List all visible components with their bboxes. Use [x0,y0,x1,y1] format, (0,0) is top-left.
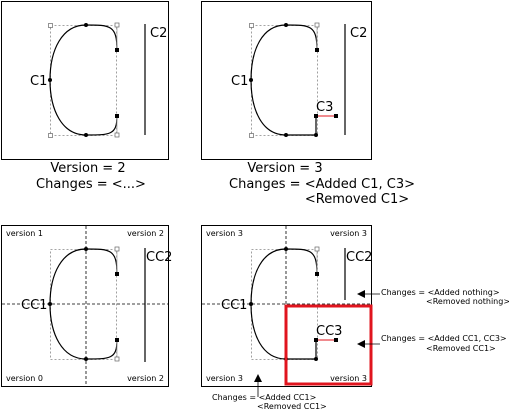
control-handle [249,133,254,138]
caption-changes: Changes = <Added C1, C3> [229,177,415,192]
control-handle [48,133,53,138]
control-point [315,48,319,52]
letter-c-curve [250,24,318,136]
anchor-point [284,23,288,27]
caption-version: Version = 2 [50,161,125,176]
small-shape-label: C3 [316,100,333,115]
control-handle [314,246,320,252]
panel-frame [1,225,169,387]
bar-label: C2 [150,26,167,41]
anchor-point [284,247,288,251]
annotation-mid-1: Changes = <Added CC1, CC3> [381,334,507,343]
anchor-point [84,357,88,361]
control-point [334,114,338,118]
corner-label-bottom-right: version 2 [127,374,164,383]
corner-label-top-right: version 3 [330,229,367,238]
curve-label: C1 [30,74,47,89]
annotation-top-1: Changes = <Added nothing> [381,288,500,297]
caption-version: Version = 3 [247,161,322,176]
control-handle [48,23,53,28]
control-handle [114,246,120,252]
anchor-point [314,357,318,361]
control-point [115,272,119,276]
panel-frame [1,1,169,160]
curve-bounding-box [251,25,318,136]
annotation-bottom-1: Changes = <Added CC1> [212,393,316,402]
letter-c-curve [49,24,118,136]
bar-label: C2 [350,26,367,41]
highlighted-quadrant-box [284,304,373,386]
control-handle [314,22,320,28]
panel-top-left: C1 C2 [1,1,169,160]
control-point [314,338,318,342]
control-point [115,48,119,52]
bar-label: CC2 [346,250,372,265]
corner-label-top-left: version 1 [6,229,43,238]
curve-label: CC1 [21,298,47,313]
annotation-bottom-2: <Removed CC1> [257,402,327,411]
annotation-mid-2: <Removed CC1> [426,344,496,353]
control-point [315,272,319,276]
corner-label-top-left: version 3 [206,229,243,238]
corner-label-bottom-left: version 0 [6,374,43,383]
control-handle [249,23,254,28]
panel-top-right: C1 C2 C3 [201,1,372,160]
anchor-point [84,247,88,251]
control-handle [114,132,120,138]
anchor-point [48,302,52,306]
corner-label-bottom-left: version 3 [206,374,243,383]
panel-frame [201,1,372,160]
anchor-point [48,78,52,82]
panel-bottom-right: CC1 CC2 CC3 version 3 version 3 version … [201,225,373,387]
control-point [334,338,338,342]
caption-changes-removed: <Removed C1> [305,192,409,207]
anchor-point [84,133,88,137]
small-shape-label: CC3 [316,324,342,339]
control-handle [114,356,120,362]
curve-bounding-box [50,249,117,360]
curve-label: CC1 [221,298,247,313]
control-point [115,338,119,342]
letter-c-curve [250,248,318,360]
anchor-point [249,78,253,82]
anchor-point [249,302,253,306]
curve-bounding-box [50,25,117,136]
control-point [314,114,318,118]
annotation-top-2: <Removed nothing> [426,297,509,306]
corner-label-top-right: version 2 [127,229,164,238]
caption-changes: Changes = <...> [36,177,146,192]
anchor-point [284,133,288,137]
panel-bottom-left: CC1 CC2 version 1 version 2 version 0 ve… [1,225,172,387]
control-point [115,114,119,118]
anchor-point [84,23,88,27]
curve-label: C1 [231,74,248,89]
bar-label: CC2 [146,250,172,265]
anchor-point [314,133,318,137]
control-handle [114,22,120,28]
corner-label-bottom-right: version 3 [330,374,367,383]
